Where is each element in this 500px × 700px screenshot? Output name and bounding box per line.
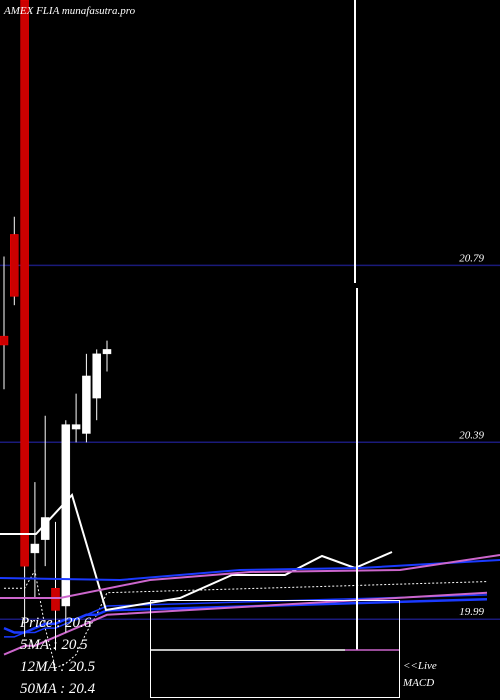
candle-body xyxy=(61,424,71,607)
ma-line xyxy=(3,591,488,656)
price-info-box: Price : 20.6 5MA : 20.5 12MA : 20.5 50MA… xyxy=(20,612,145,700)
y-tick-label: 20.39 xyxy=(459,429,484,441)
candle-body xyxy=(71,424,81,430)
candle-body xyxy=(10,234,19,297)
ma12-value: 12MA : 20.5 xyxy=(20,659,96,675)
ma-line xyxy=(4,569,488,669)
candle-body xyxy=(51,588,60,611)
pink-line xyxy=(0,554,500,599)
macd-label: MACD xyxy=(403,677,435,689)
signal-line xyxy=(0,559,500,582)
chart-title: AMEX FLIA munafasutra.pro xyxy=(3,5,136,17)
grid-lines xyxy=(0,264,500,620)
candle-body xyxy=(82,375,91,434)
macd-panel xyxy=(150,600,400,698)
candles xyxy=(0,0,112,651)
candle-body xyxy=(92,353,101,399)
live-macd-label: <<Live MACD xyxy=(403,658,437,692)
candle-body xyxy=(20,0,29,567)
y-axis-ticks: 20.79 20.39 19.99 xyxy=(459,252,484,618)
ma50-value: 50MA : 20.4 xyxy=(20,681,96,697)
ma5-value: 5MA : 20.5 xyxy=(20,637,88,653)
y-tick-label: 20.79 xyxy=(459,252,484,264)
macd-line xyxy=(0,493,393,612)
candle-body xyxy=(0,335,9,346)
candle-body xyxy=(30,543,40,554)
candle-body xyxy=(102,349,112,355)
live-label: <<Live xyxy=(403,660,437,672)
price-value: Price : 20.6 xyxy=(20,615,92,631)
indicator-lines xyxy=(0,0,500,651)
y-tick-label: 19.99 xyxy=(459,606,484,618)
